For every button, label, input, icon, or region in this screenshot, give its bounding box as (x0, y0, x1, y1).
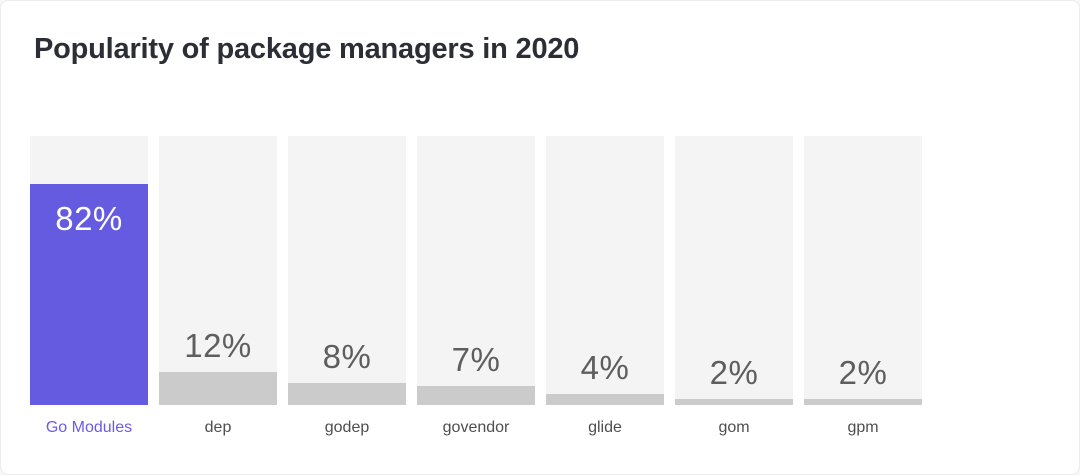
bar-fill (159, 372, 277, 405)
bar-chart: 82% Go Modules 12% dep 8% godep 7% goven… (30, 135, 1079, 437)
bar-value-label: 2% (838, 354, 888, 392)
bar-category-label: dep (204, 418, 232, 436)
bar-track: 82% (30, 135, 148, 405)
bar-column: 2% gpm (804, 135, 922, 437)
bar-value-label: 2% (709, 354, 759, 392)
bar-value-label: 82% (55, 200, 123, 238)
bar-category-label: Go Modules (45, 418, 133, 436)
bar-column: 4% glide (546, 135, 664, 437)
bar-column: 8% godep (288, 135, 406, 437)
bar-track: 12% (159, 135, 277, 405)
bar-category-label: govendor (442, 418, 510, 436)
bar-fill (804, 399, 922, 405)
bar-track: 8% (288, 135, 406, 405)
bar-category-label: glide (588, 418, 622, 436)
chart-title: Popularity of package managers in 2020 (34, 33, 580, 65)
bar-column: 12% dep (159, 135, 277, 437)
bar-track: 4% (546, 135, 664, 405)
bar-track: 2% (675, 135, 793, 405)
bar-fill (30, 184, 148, 405)
bar-fill (546, 393, 664, 405)
bar-fill (417, 385, 535, 405)
bar-column: 2% gom (675, 135, 793, 437)
bar-track: 2% (804, 135, 922, 405)
bar-value-label: 8% (322, 338, 372, 376)
bar-column: 7% govendor (417, 135, 535, 437)
bar-value-label: 4% (580, 348, 630, 386)
bar-category-label: gpm (847, 418, 879, 436)
bar-value-label: 7% (451, 340, 501, 378)
bar-fill (288, 383, 406, 405)
bar-category-label: godep (324, 418, 370, 436)
bar-value-label: 12% (184, 327, 252, 365)
bar-track: 7% (417, 135, 535, 405)
bar-fill (675, 399, 793, 405)
bar-category-label: gom (718, 418, 750, 436)
bar-column: 82% Go Modules (30, 135, 148, 437)
